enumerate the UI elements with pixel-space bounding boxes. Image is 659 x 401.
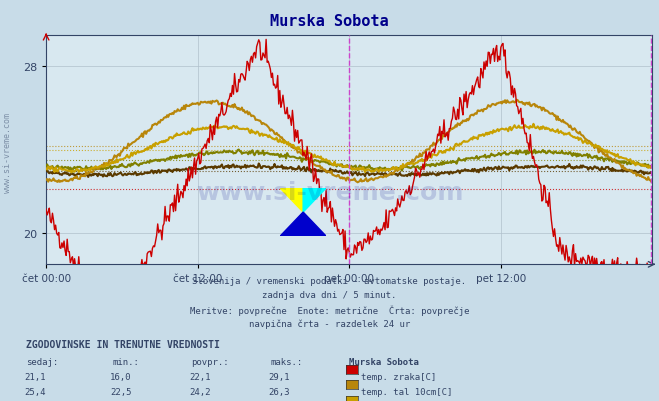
Text: Slovenija / vremenski podatki - avtomatske postaje.: Slovenija / vremenski podatki - avtomats… — [192, 277, 467, 286]
Text: www.si-vreme.com: www.si-vreme.com — [3, 112, 13, 192]
Text: zadnja dva dni / 5 minut.: zadnja dva dni / 5 minut. — [262, 291, 397, 300]
Text: Murska Sobota: Murska Sobota — [270, 14, 389, 29]
Polygon shape — [280, 188, 303, 213]
Text: 22,5: 22,5 — [110, 387, 132, 396]
Text: povpr.:: povpr.: — [191, 357, 229, 366]
Text: 29,1: 29,1 — [268, 372, 290, 381]
Text: 25,4: 25,4 — [24, 387, 46, 396]
Text: 22,1: 22,1 — [189, 372, 211, 381]
Text: maks.:: maks.: — [270, 357, 302, 366]
Text: min.:: min.: — [112, 357, 139, 366]
Text: temp. zraka[C]: temp. zraka[C] — [361, 372, 436, 381]
Text: 24,2: 24,2 — [189, 387, 211, 396]
Polygon shape — [280, 213, 326, 237]
Polygon shape — [303, 188, 326, 213]
Text: Meritve: povprečne  Enote: metrične  Črta: povprečje: Meritve: povprečne Enote: metrične Črta:… — [190, 305, 469, 315]
Text: 26,3: 26,3 — [268, 387, 290, 396]
Text: Murska Sobota: Murska Sobota — [349, 357, 419, 366]
Text: temp. tal 10cm[C]: temp. tal 10cm[C] — [361, 387, 453, 396]
Text: ZGODOVINSKE IN TRENUTNE VREDNOSTI: ZGODOVINSKE IN TRENUTNE VREDNOSTI — [26, 339, 220, 349]
Text: navpična črta - razdelek 24 ur: navpična črta - razdelek 24 ur — [249, 319, 410, 328]
Text: 21,1: 21,1 — [24, 372, 46, 381]
Text: www.si-vreme.com: www.si-vreme.com — [196, 180, 463, 205]
Text: sedaj:: sedaj: — [26, 357, 59, 366]
Text: 16,0: 16,0 — [110, 372, 132, 381]
